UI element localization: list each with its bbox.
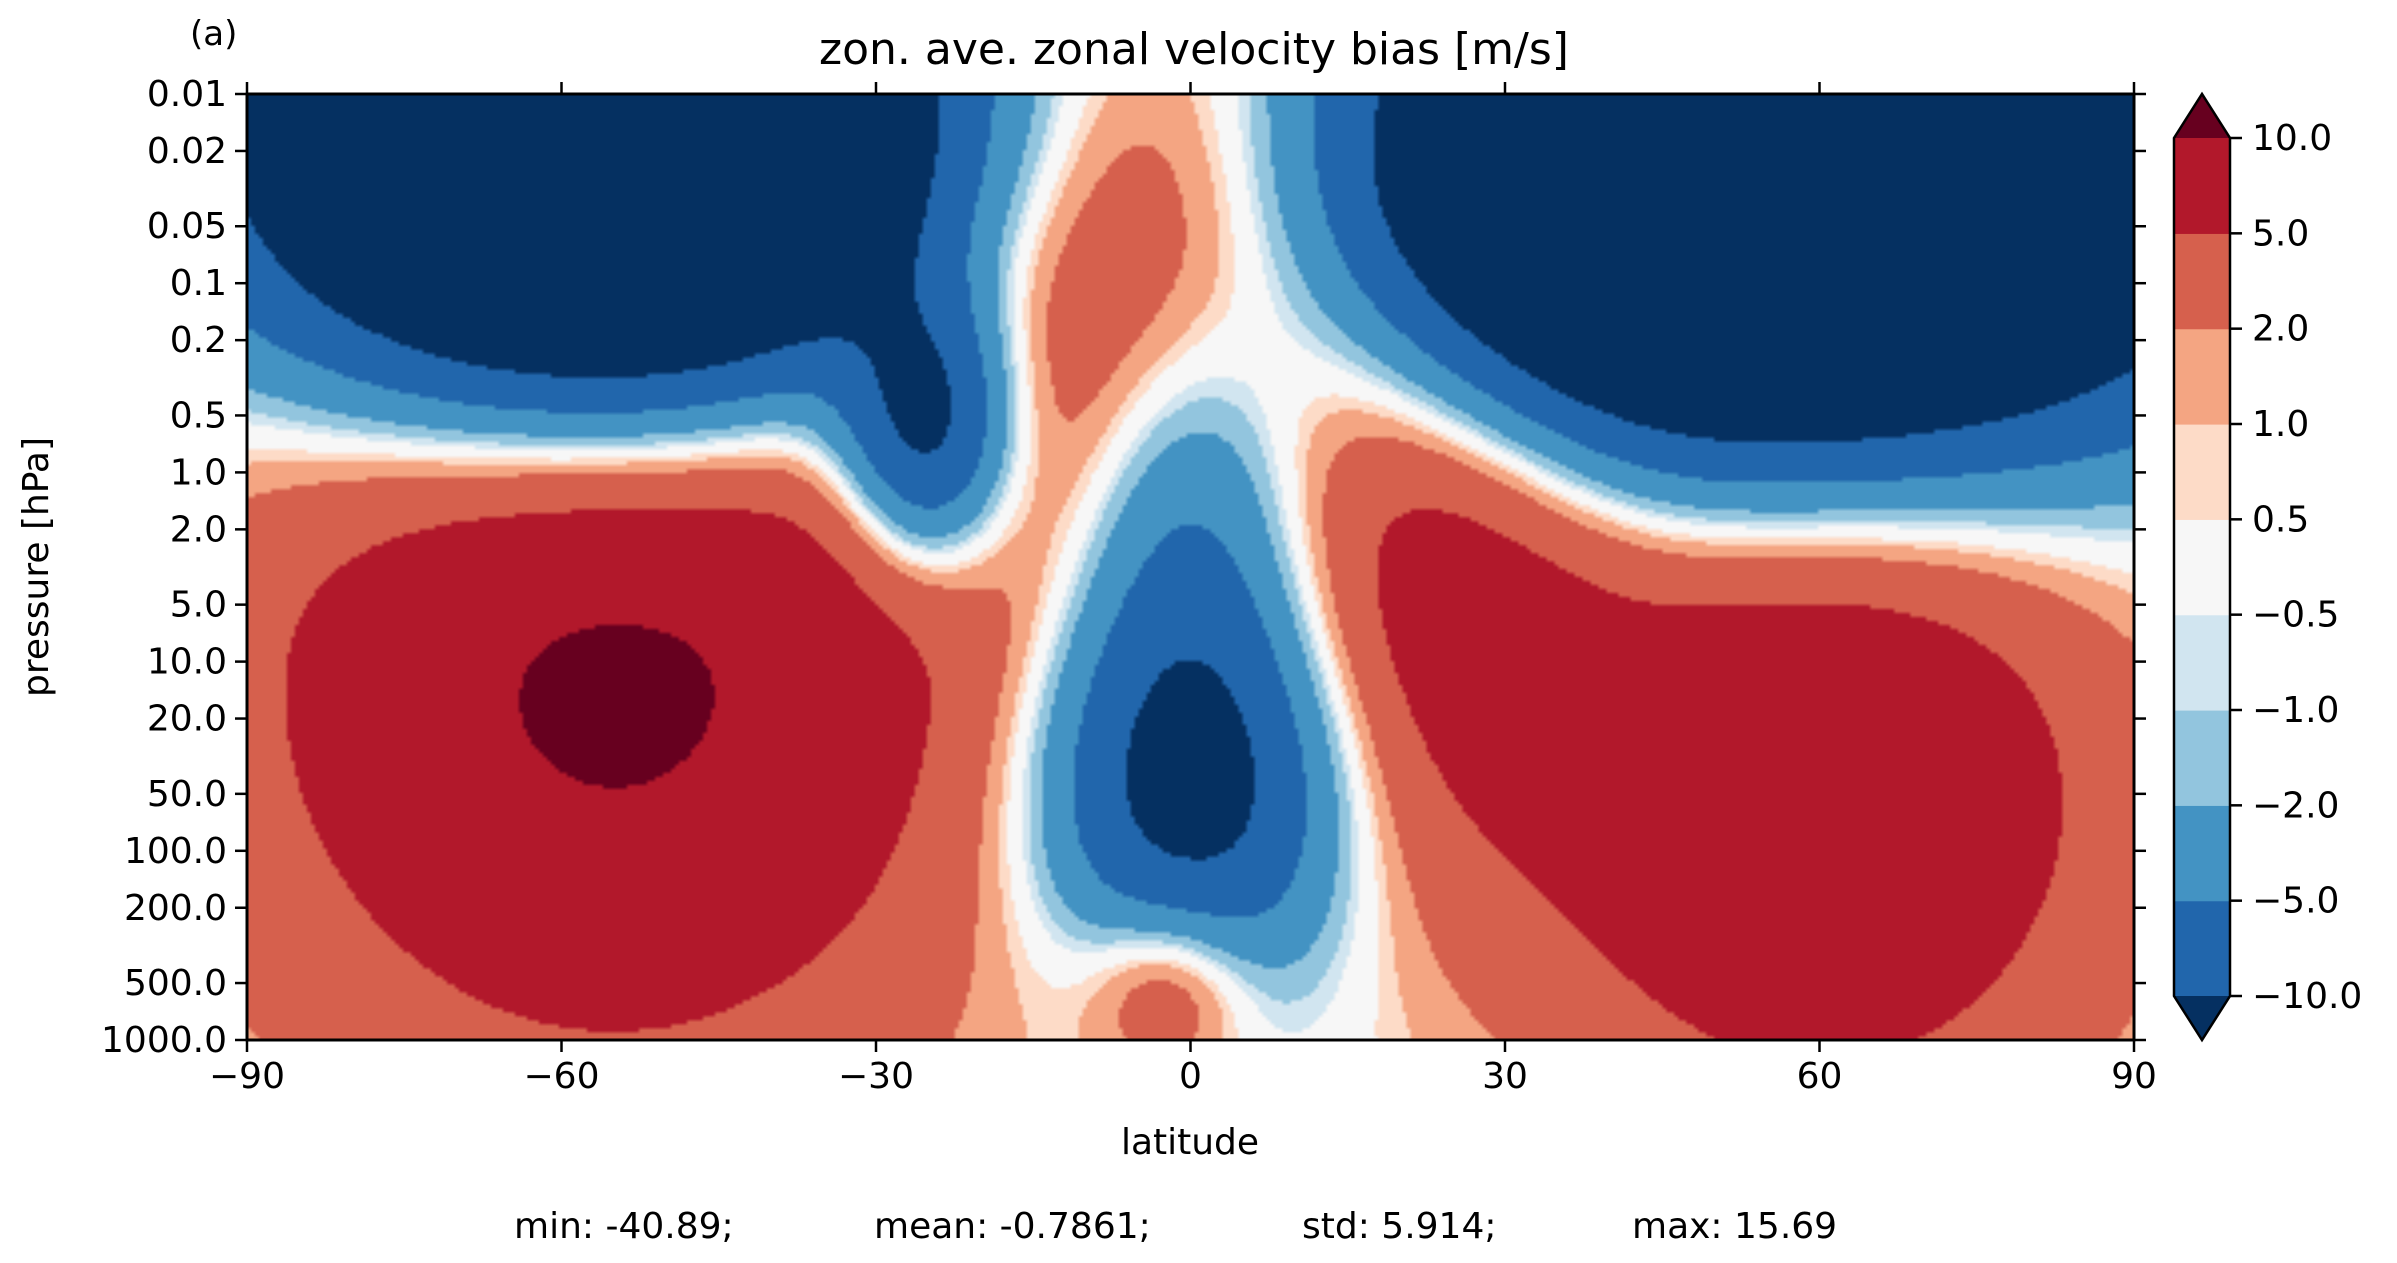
x-tick-label: −30 <box>838 1056 914 1097</box>
y-axis: 0.01 0.02 0.05 0.1 0.2 0.5 1.0 2.0 5.0 10.0 20.0 50… <box>101 74 2146 1061</box>
y-tick-label: 0.5 <box>170 395 227 436</box>
colorbar-tick-label: 0.5 <box>2252 499 2309 540</box>
colorbar-band <box>2174 233 2230 330</box>
x-tick-label: 90 <box>2111 1056 2157 1097</box>
stat-min: min: -40.89; <box>514 1206 734 1247</box>
x-tick-label: −90 <box>209 1056 285 1097</box>
colorbar-band <box>2174 900 2230 997</box>
y-tick-label: 0.2 <box>170 320 227 361</box>
chart-title: zon. ave. zonal velocity bias [m/s] <box>819 24 1569 75</box>
contour-field-image <box>247 94 2134 1040</box>
colorbar-band <box>2174 519 2230 616</box>
stat-std: std: 5.914; <box>1302 1206 1496 1247</box>
colorbar-tick-label: 10.0 <box>2252 118 2332 159</box>
panel-label: (a) <box>190 14 237 54</box>
y-tick-label: 0.05 <box>147 206 227 247</box>
x-axis-label: latitude <box>1121 1122 1259 1163</box>
colorbar-extend-max <box>2174 94 2230 138</box>
y-tick-label: 50.0 <box>147 774 227 815</box>
colorbar-band <box>2174 710 2230 806</box>
colorbar-tick-label: −5.0 <box>2252 881 2339 922</box>
y-tick-label: 1.0 <box>170 452 227 493</box>
y-tick-label: 200.0 <box>124 888 227 929</box>
stat-max: max: 15.69 <box>1632 1206 1837 1247</box>
y-tick-label: 0.01 <box>147 74 227 115</box>
y-tick-label: 0.02 <box>147 131 227 172</box>
stat-mean: mean: -0.7861; <box>874 1206 1151 1247</box>
colorbar-tick-label: −2.0 <box>2252 785 2339 826</box>
colorbar-tick-label: −10.0 <box>2252 976 2362 1017</box>
colorbar-tick-label: 1.0 <box>2252 404 2309 445</box>
x-tick-label: 30 <box>1482 1056 1528 1097</box>
colorbar: −10.0 −5.0 −2.0 −1.0 −0.5 0.5 1.0 2.0 5.0 10.0 <box>2172 91 2362 1043</box>
x-axis: −90 −60 −30 0 30 60 90 <box>209 82 2157 1097</box>
colorbar-band <box>2174 805 2230 902</box>
colorbar-band <box>2174 328 2230 425</box>
colorbar-band <box>2174 138 2230 234</box>
colorbar-tick-label: 2.0 <box>2252 309 2309 350</box>
x-tick-label: 60 <box>1797 1056 1843 1097</box>
x-tick-label: 0 <box>1179 1056 1202 1097</box>
colorbar-band <box>2174 614 2230 711</box>
y-tick-label: 10.0 <box>147 642 227 683</box>
x-tick-label: −60 <box>524 1056 600 1097</box>
y-tick-label: 20.0 <box>147 699 227 740</box>
contour-field <box>247 94 2134 1040</box>
y-tick-label: 100.0 <box>124 831 227 872</box>
colorbar-tick-label: −1.0 <box>2252 690 2339 731</box>
colorbar-extend-min <box>2174 996 2230 1040</box>
y-tick-label: 0.1 <box>170 263 227 304</box>
y-axis-label: pressure [hPa] <box>16 437 57 697</box>
y-tick-label: 2.0 <box>170 509 227 550</box>
y-tick-label: 500.0 <box>124 963 227 1004</box>
y-tick-label: 5.0 <box>170 585 227 626</box>
colorbar-band <box>2174 424 2230 520</box>
colorbar-tick-label: 5.0 <box>2252 213 2309 254</box>
y-tick-label: 1000.0 <box>101 1020 227 1061</box>
colorbar-tick-label: −0.5 <box>2252 595 2339 636</box>
